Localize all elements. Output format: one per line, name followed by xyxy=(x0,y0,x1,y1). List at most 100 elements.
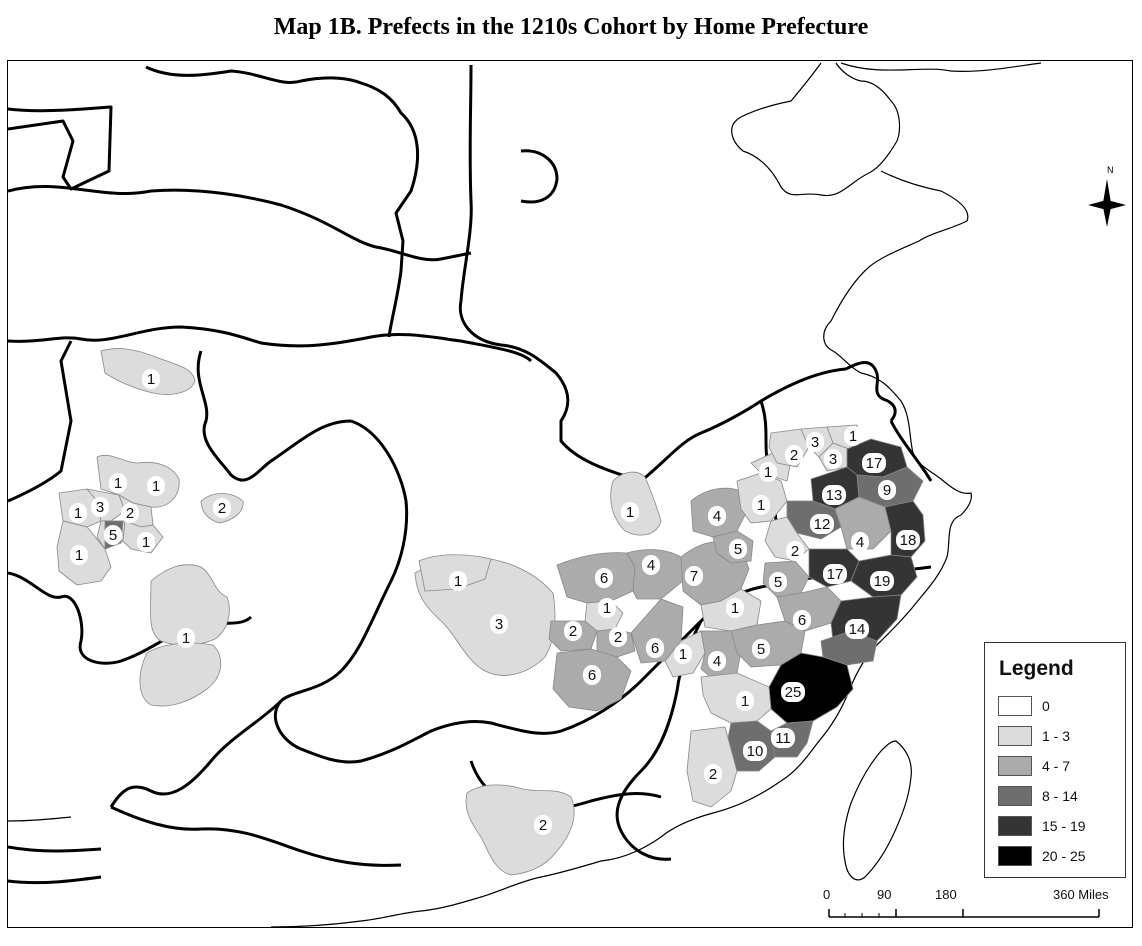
label-halo xyxy=(844,426,862,446)
label-halo xyxy=(769,572,787,592)
label-halo xyxy=(70,545,88,565)
prefecture-count-label: 3 xyxy=(91,497,109,517)
legend-label: 20 - 25 xyxy=(1042,848,1086,864)
prefecture-count-label: 17 xyxy=(862,453,886,473)
label-halo xyxy=(704,764,722,784)
north-label: N xyxy=(1107,165,1114,175)
prefecture-count-label: 1 xyxy=(109,473,127,493)
prefecture-count-label: 7 xyxy=(685,566,703,586)
label-halo xyxy=(213,498,231,518)
label-halo xyxy=(845,619,869,639)
legend-label: 4 - 7 xyxy=(1042,758,1071,774)
legend-label: 1 - 3 xyxy=(1042,728,1071,744)
prefecture-count-label: 3 xyxy=(824,449,842,469)
label-halo xyxy=(69,503,87,523)
label-halo xyxy=(534,815,552,835)
label-halo xyxy=(609,627,627,647)
label-halo xyxy=(137,532,155,552)
prefecture-polygon xyxy=(700,672,772,724)
prefecture-count: 1 xyxy=(849,428,857,445)
prefecture-count: 2 xyxy=(126,505,134,522)
prefecture-count: 2 xyxy=(539,817,547,834)
scale-bar: 0 90 180 360 Miles xyxy=(823,887,1123,927)
prefecture-count-label: 1 xyxy=(147,476,165,496)
prefecture-count-label: 19 xyxy=(870,571,894,591)
label-halo xyxy=(595,568,613,588)
label-halo xyxy=(851,532,869,552)
legend-label: 0 xyxy=(1042,698,1050,714)
label-halo xyxy=(810,514,834,534)
prefecture-count-label: 5 xyxy=(729,539,747,559)
prefecture-count: 4 xyxy=(856,534,864,551)
prefecture-count-label: 1 xyxy=(598,598,616,618)
prefecture-count: 3 xyxy=(495,616,503,633)
prefecture-polygon xyxy=(150,564,230,646)
prefecture-count-label: 1 xyxy=(844,426,862,446)
prefecture-count-label: 2 xyxy=(785,445,803,465)
prefecture-count: 2 xyxy=(569,623,577,640)
prefecture-count: 1 xyxy=(764,464,772,481)
prefecture-count: 2 xyxy=(790,447,798,464)
prefecture-count-label: 6 xyxy=(583,665,601,685)
label-halo xyxy=(736,691,754,711)
prefecture-count-label: 1 xyxy=(726,598,744,618)
prefecture-count: 19 xyxy=(874,573,891,590)
prefecture-count: 1 xyxy=(74,505,82,522)
prefecture-count-label: 18 xyxy=(896,530,920,550)
prefecture-count: 3 xyxy=(829,451,837,468)
legend-title: Legend xyxy=(999,657,1074,680)
label-halo xyxy=(708,651,726,671)
prefecture-count-label: 12 xyxy=(810,514,834,534)
label-halo xyxy=(793,610,811,630)
prefecture-count: 1 xyxy=(741,693,749,710)
prefecture-count-label: 5 xyxy=(752,639,770,659)
prefecture-count: 1 xyxy=(603,600,611,617)
prefecture-count-label: 4 xyxy=(642,555,660,575)
prefecture-count-label: 13 xyxy=(822,485,846,505)
prefecture-count: 3 xyxy=(811,434,819,451)
label-halo xyxy=(752,495,770,515)
label-halo xyxy=(729,539,747,559)
prefecture-count: 2 xyxy=(791,543,799,560)
legend-item: 8 - 14 xyxy=(998,785,1078,807)
legend-swatch xyxy=(998,816,1032,836)
label-halo xyxy=(583,665,601,685)
border-lines xyxy=(8,64,933,885)
prefecture-count: 6 xyxy=(651,640,659,657)
label-halo xyxy=(726,598,744,618)
prefecture-count-label: 2 xyxy=(564,621,582,641)
prefecture-count: 7 xyxy=(690,568,698,585)
prefecture-count-label: 1 xyxy=(736,691,754,711)
prefecture-count-label: 2 xyxy=(786,541,804,561)
prefecture-count-label: 1 xyxy=(70,545,88,565)
legend-item: 4 - 7 xyxy=(998,755,1070,777)
prefecture-count: 5 xyxy=(757,641,765,658)
prefecture-count-label: 25 xyxy=(781,682,805,702)
prefecture-count: 10 xyxy=(747,743,764,760)
label-halo xyxy=(759,462,777,482)
scale-label: 180 xyxy=(935,887,957,902)
prefecture-count: 17 xyxy=(866,455,883,472)
prefecture-count: 1 xyxy=(75,547,83,564)
prefecture-polygon xyxy=(834,496,892,550)
prefecture-count-label: 4 xyxy=(708,651,726,671)
prefecture-count: 1 xyxy=(757,497,765,514)
label-halo xyxy=(785,445,803,465)
prefecture-count: 1 xyxy=(142,534,150,551)
prefecture-count: 6 xyxy=(798,612,806,629)
scale-label: 0 xyxy=(823,887,831,902)
prefecture-count: 2 xyxy=(709,766,717,783)
prefectures xyxy=(56,348,926,876)
legend-swatch xyxy=(998,756,1032,776)
label-halo xyxy=(104,525,122,545)
prefecture-count: 14 xyxy=(849,621,866,638)
label-halo xyxy=(771,728,795,748)
prefecture-count-label: 3 xyxy=(490,614,508,634)
prefecture-count: 5 xyxy=(734,541,742,558)
prefecture-count: 1 xyxy=(182,630,190,647)
map-frame: 1 1 1 1 3 2 2 5 1 1 1 1 1 3 6 4 7 1 2 2 6 6 1 1 4 4 5 2 3 3 1 1 1 17 13 9 12… xyxy=(7,60,1133,928)
prefecture-count: 9 xyxy=(883,482,891,499)
label-halo xyxy=(862,453,886,473)
label-halo xyxy=(674,644,692,664)
legend-item: 15 - 19 xyxy=(998,815,1086,837)
